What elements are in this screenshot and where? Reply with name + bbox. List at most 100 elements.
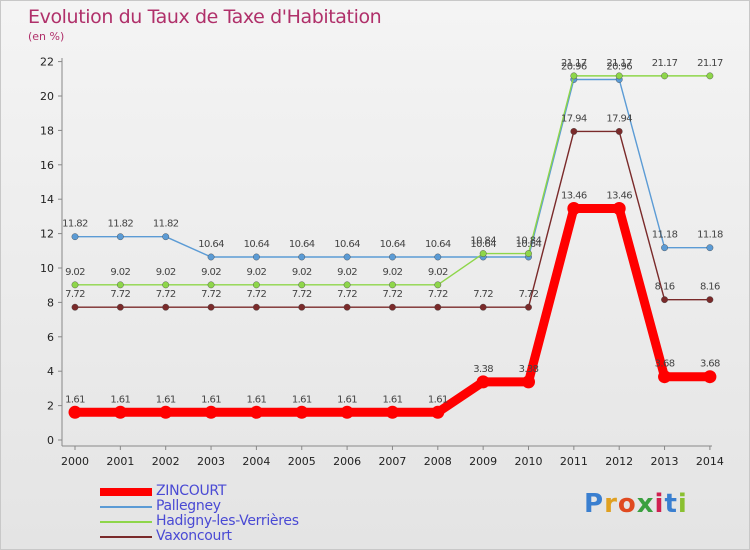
data-point xyxy=(706,296,714,304)
data-point xyxy=(389,281,396,289)
data-label: 11.18 xyxy=(652,230,678,241)
data-label: 13.46 xyxy=(606,190,632,201)
data-label: 17.94 xyxy=(606,113,632,124)
x-tick-label: 2010 xyxy=(515,455,543,468)
data-point xyxy=(570,72,578,80)
data-label: 1.61 xyxy=(337,394,357,405)
data-point xyxy=(570,128,578,135)
data-point xyxy=(661,72,668,80)
data-label: 9.02 xyxy=(110,267,130,278)
data-label: 21.17 xyxy=(697,58,723,69)
data-label: 7.72 xyxy=(156,289,176,300)
data-point xyxy=(434,253,442,261)
x-tick-label: 2001 xyxy=(106,455,134,468)
data-label: 7.72 xyxy=(246,289,266,300)
data-label: 10.64 xyxy=(244,239,270,250)
y-tick-label: 0 xyxy=(47,434,54,447)
y-tick-label: 4 xyxy=(47,365,54,378)
data-label: 11.82 xyxy=(153,219,179,230)
data-point xyxy=(340,405,354,419)
data-label: 7.72 xyxy=(65,289,85,300)
logo-letter: r xyxy=(604,489,618,519)
data-label: 10.64 xyxy=(425,239,451,250)
data-point xyxy=(68,405,82,419)
legend-swatch xyxy=(100,536,152,538)
y-tick-label: 10 xyxy=(40,262,54,275)
data-point xyxy=(615,72,623,80)
data-label: 10.84 xyxy=(516,236,542,247)
data-label: 10.64 xyxy=(289,239,315,250)
data-point xyxy=(706,244,714,252)
data-point xyxy=(661,296,668,304)
data-point xyxy=(116,281,124,289)
data-label: 10.64 xyxy=(334,239,360,250)
data-label: 11.82 xyxy=(62,219,88,230)
y-tick-label: 8 xyxy=(47,296,54,309)
data-point xyxy=(703,370,717,384)
x-tick-label: 2000 xyxy=(61,455,89,468)
data-label: 1.61 xyxy=(428,394,448,405)
x-tick-label: 2011 xyxy=(560,455,588,468)
data-point xyxy=(71,281,79,289)
data-point xyxy=(661,244,668,252)
y-unit-label: (en %) xyxy=(28,30,65,43)
x-tick-label: 2007 xyxy=(378,455,406,468)
data-label: 10.84 xyxy=(470,236,496,247)
data-point xyxy=(343,253,351,261)
logo-letter: t xyxy=(664,489,678,519)
data-point xyxy=(525,303,532,311)
data-point xyxy=(479,250,487,257)
data-point xyxy=(476,375,490,389)
data-point xyxy=(522,375,535,389)
x-tick-label: 2009 xyxy=(469,455,497,468)
data-label: 9.02 xyxy=(292,267,312,278)
data-label: 9.02 xyxy=(337,267,357,278)
legend-label: Hadigny-les-Verrières xyxy=(156,513,299,529)
data-label: 3.38 xyxy=(519,364,539,375)
data-label: 1.61 xyxy=(201,394,221,405)
data-point xyxy=(658,370,672,384)
data-point xyxy=(525,250,532,257)
data-label: 17.94 xyxy=(561,113,587,124)
data-point xyxy=(295,405,309,419)
data-label: 7.72 xyxy=(201,289,221,300)
data-point xyxy=(298,281,306,289)
data-label: 10.64 xyxy=(470,239,496,250)
data-point xyxy=(162,281,170,289)
data-label: 11.18 xyxy=(697,230,723,241)
y-tick-label: 18 xyxy=(40,124,54,137)
data-label: 7.72 xyxy=(383,289,403,300)
data-point xyxy=(434,303,442,311)
data-point xyxy=(298,253,306,261)
x-tick-label: 2014 xyxy=(696,455,724,468)
data-label: 9.02 xyxy=(201,267,221,278)
data-label: 21.17 xyxy=(606,58,632,69)
data-point xyxy=(298,303,306,311)
y-tick-label: 22 xyxy=(40,56,54,69)
data-point xyxy=(389,303,396,311)
data-label: 1.61 xyxy=(246,394,266,405)
x-tick-label: 2005 xyxy=(288,455,316,468)
y-tick-label: 20 xyxy=(40,90,54,103)
data-label: 21.17 xyxy=(561,58,587,69)
data-point xyxy=(116,233,124,241)
logo-letter: o xyxy=(617,489,637,519)
legend-label: Vaxoncourt xyxy=(156,528,232,544)
data-point xyxy=(252,303,260,311)
y-tick-label: 6 xyxy=(47,331,54,344)
data-label: 9.02 xyxy=(383,267,403,278)
legend-swatch xyxy=(100,506,152,508)
x-tick-label: 2002 xyxy=(152,455,180,468)
series-line-pallegney xyxy=(74,78,711,258)
data-point xyxy=(252,281,260,289)
data-label: 9.02 xyxy=(428,267,448,278)
data-label: 3.38 xyxy=(473,364,493,375)
legend-label: ZINCOURT xyxy=(156,483,227,499)
data-point xyxy=(249,405,263,419)
data-point xyxy=(567,201,581,215)
data-label: 1.61 xyxy=(110,394,130,405)
data-label: 20.96 xyxy=(561,61,587,72)
data-label: 9.02 xyxy=(156,267,176,278)
data-point xyxy=(113,405,127,419)
